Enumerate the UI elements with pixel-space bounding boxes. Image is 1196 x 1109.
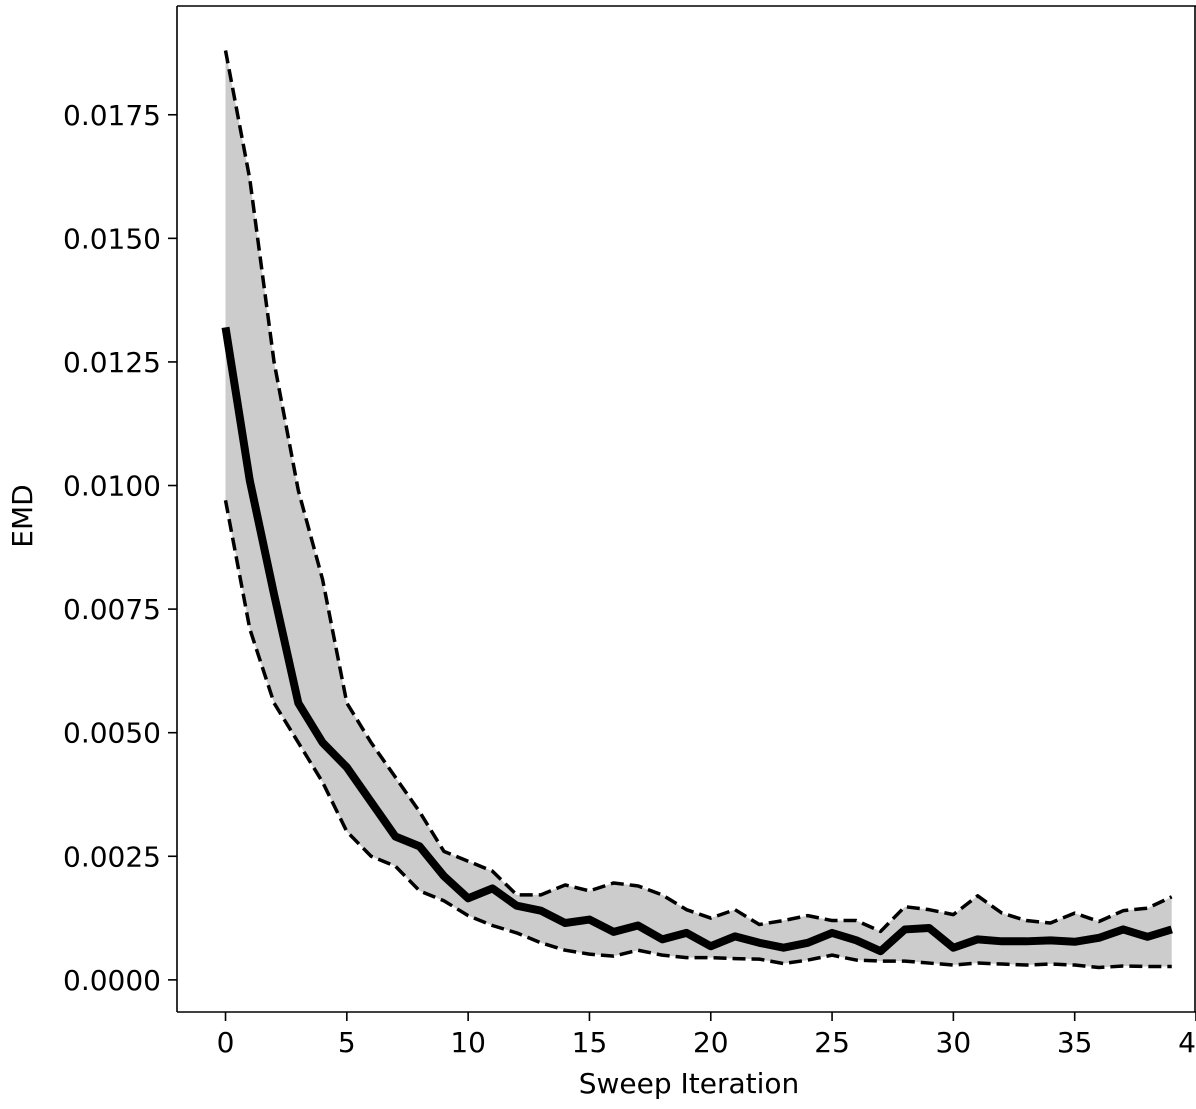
x-tick-label: 20 — [693, 1026, 729, 1059]
upper-line — [223, 50, 1173, 934]
y-axis-ticks: 0.0000 0.0025 0.0050 0.0075 0.0100 0.0125 0.01… — [63, 99, 177, 997]
y-tick-label: 0.0050 — [63, 717, 161, 750]
x-axis-ticks: 0 5 10 15 20 25 30 35 40 — [217, 1012, 1196, 1059]
x-tick-label: 40 — [1178, 1026, 1196, 1059]
y-axis-label: EMD — [6, 484, 39, 547]
lower-line — [223, 500, 1172, 970]
y-tick-label: 0.0000 — [63, 964, 161, 997]
x-tick-label: 10 — [450, 1026, 486, 1059]
x-tick-label: 0 — [217, 1026, 235, 1059]
x-tick-label: 15 — [572, 1026, 608, 1059]
y-tick-label: 0.0100 — [63, 470, 161, 503]
mean-line — [221, 326, 1173, 956]
x-tick-label: 35 — [1057, 1026, 1093, 1059]
y-tick-label: 0.0175 — [63, 99, 161, 132]
x-axis-label: Sweep Iteration — [579, 1067, 800, 1100]
y-tick-label: 0.0025 — [63, 840, 161, 873]
x-tick-label: 5 — [338, 1026, 356, 1059]
x-tick-label: 25 — [814, 1026, 850, 1059]
x-tick-label: 30 — [936, 1026, 972, 1059]
axes — [176, 5, 1196, 1013]
confidence-band-layer — [225, 50, 1172, 968]
series-layer — [221, 50, 1173, 970]
y-tick-label: 0.0075 — [63, 593, 161, 626]
y-tick-label: 0.0125 — [63, 346, 161, 379]
confidence-band — [225, 50, 1172, 968]
y-tick-label: 0.0150 — [63, 222, 161, 255]
